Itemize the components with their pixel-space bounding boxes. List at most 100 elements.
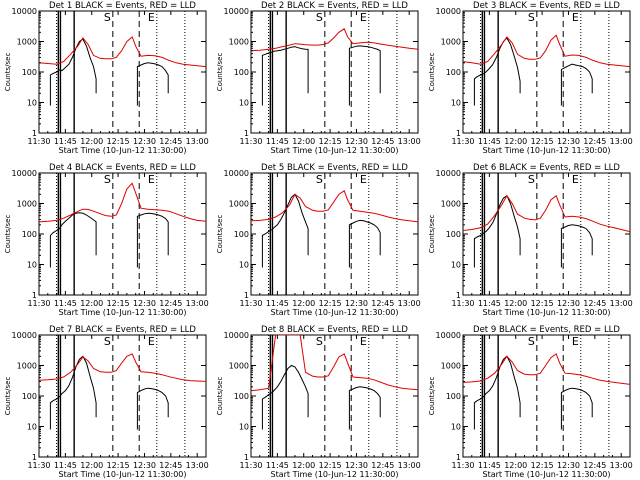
x-tick-label: 12:30 (345, 299, 368, 308)
x-tick-label: 12:15 (107, 461, 130, 470)
x-tick-label: 12:45 (159, 461, 182, 470)
y-tick-label: 100 (234, 68, 249, 77)
marker-label-e: E (360, 11, 367, 24)
x-axis-label: Start Time (10-Jun-12 11:30:00) (483, 470, 611, 479)
x-axis-label: Start Time (10-Jun-12 11:30:00) (271, 146, 399, 155)
y-tick-label: 1000 (17, 362, 37, 371)
marker-label-s: S (528, 335, 535, 348)
x-tick-label: 12:45 (583, 461, 606, 470)
y-tick-label: 100 (446, 68, 461, 77)
events-series-line (49, 38, 97, 106)
x-tick-label: 11:30 (27, 461, 50, 470)
y-tick-label: 10 (239, 261, 249, 270)
events-series-line (136, 387, 169, 430)
x-tick-label: 12:45 (371, 461, 394, 470)
y-tick-label: 10000 (436, 7, 461, 16)
y-axis-label: Counts/sec (428, 215, 436, 254)
x-tick-label: 11:45 (478, 461, 501, 470)
x-axis-label: Start Time (10-Jun-12 11:30:00) (483, 308, 611, 317)
marker-label-e: E (360, 335, 367, 348)
x-tick-label: 13:00 (610, 137, 633, 146)
x-tick-label: 12:00 (292, 299, 315, 308)
y-tick-label: 10 (451, 261, 461, 270)
x-tick-label: 12:00 (80, 461, 103, 470)
x-tick-label: 12:45 (583, 299, 606, 308)
marker-label-s: S (104, 173, 111, 186)
x-tick-label: 11:45 (266, 299, 289, 308)
y-axis-label: Counts/sec (428, 377, 436, 416)
events-series-line (473, 355, 521, 430)
events-series-line (49, 355, 97, 430)
y-tick-label: 10 (27, 99, 37, 108)
chart-title: Det 5 BLACK = Events, RED = LLD (261, 163, 408, 173)
x-axis-label: Start Time (10-Jun-12 11:30:00) (59, 470, 187, 479)
y-tick-label: 1 (32, 453, 37, 462)
events-series-line (348, 45, 381, 106)
y-tick-label: 10000 (436, 169, 461, 178)
chart-panel: S E11:30 11:45 12:00 12:15 12:30 12:45 13:00110… (4, 1, 209, 155)
plot-frame (250, 10, 419, 134)
plot-frame (38, 10, 207, 134)
chart-panel: S E11:30 11:45 12:00 12:15 12:30 12:45 13:00110… (216, 163, 421, 317)
x-axis-label: Start Time (10-Jun-12 11:30:00) (59, 308, 187, 317)
x-tick-label: 12:45 (371, 137, 394, 146)
y-tick-label: 100 (22, 230, 37, 239)
y-tick-label: 1 (244, 291, 249, 300)
marker-label-s: S (316, 335, 323, 348)
chart-panel: S E11:30 11:45 12:00 12:15 12:30 12:45 13:00110… (428, 325, 633, 479)
x-tick-label: 12:00 (504, 461, 527, 470)
lld-series-line (463, 353, 630, 385)
x-tick-label: 11:30 (27, 137, 50, 146)
x-tick-label: 12:30 (345, 461, 368, 470)
marker-label-e: E (572, 11, 579, 24)
x-tick-label: 11:30 (239, 137, 262, 146)
chart-title: Det 4 BLACK = Events, RED = LLD (49, 163, 196, 173)
chart-panel: S E11:30 11:45 12:00 12:15 12:30 12:45 13:00110… (216, 325, 421, 479)
x-tick-label: 12:00 (292, 137, 315, 146)
y-axis-label: Counts/sec (428, 53, 436, 92)
lld-series-line (39, 36, 206, 68)
y-tick-label: 10000 (224, 7, 249, 16)
y-axis-label: Counts/sec (216, 53, 224, 92)
events-series-line (560, 63, 593, 106)
chart-title: Det 2 BLACK = Events, RED = LLD (261, 1, 408, 11)
marker-label-e: E (148, 173, 155, 186)
x-tick-label: 12:15 (107, 137, 130, 146)
chart-title: Det 9 BLACK = Events, RED = LLD (473, 325, 620, 335)
events-series-line (348, 386, 381, 430)
y-tick-label: 10 (451, 423, 461, 432)
x-tick-label: 11:30 (239, 299, 262, 308)
x-tick-label: 12:15 (319, 137, 342, 146)
x-tick-label: 12:00 (504, 137, 527, 146)
plot-frame (250, 334, 419, 458)
chart-title: Det 1 BLACK = Events, RED = LLD (49, 1, 196, 11)
x-tick-label: 12:45 (159, 137, 182, 146)
x-tick-label: 12:45 (583, 137, 606, 146)
x-axis-label: Start Time (10-Jun-12 11:30:00) (59, 146, 187, 155)
y-tick-label: 100 (446, 230, 461, 239)
marker-label-e: E (148, 11, 155, 24)
y-tick-label: 10000 (224, 169, 249, 178)
y-tick-label: 10000 (12, 169, 37, 178)
x-tick-label: 11:30 (451, 299, 474, 308)
y-tick-label: 10 (239, 423, 249, 432)
chart-title: Det 7 BLACK = Events, RED = LLD (49, 325, 196, 335)
marker-label-s: S (528, 11, 535, 24)
y-tick-label: 10 (27, 261, 37, 270)
plot-frame (462, 10, 631, 134)
x-tick-label: 11:30 (451, 137, 474, 146)
events-series-line (473, 194, 521, 268)
chart-panel: S E11:30 11:45 12:00 12:15 12:30 12:45 13:00110… (428, 1, 633, 155)
y-tick-label: 1000 (17, 38, 37, 47)
chart-title: Det 8 BLACK = Events, RED = LLD (261, 325, 408, 335)
y-tick-label: 100 (234, 230, 249, 239)
y-axis-label: Counts/sec (216, 215, 224, 254)
x-tick-label: 11:45 (478, 137, 501, 146)
x-tick-label: 12:15 (531, 137, 554, 146)
plot-frame (38, 172, 207, 296)
y-tick-label: 10 (451, 99, 461, 108)
x-tick-label: 11:45 (54, 461, 77, 470)
